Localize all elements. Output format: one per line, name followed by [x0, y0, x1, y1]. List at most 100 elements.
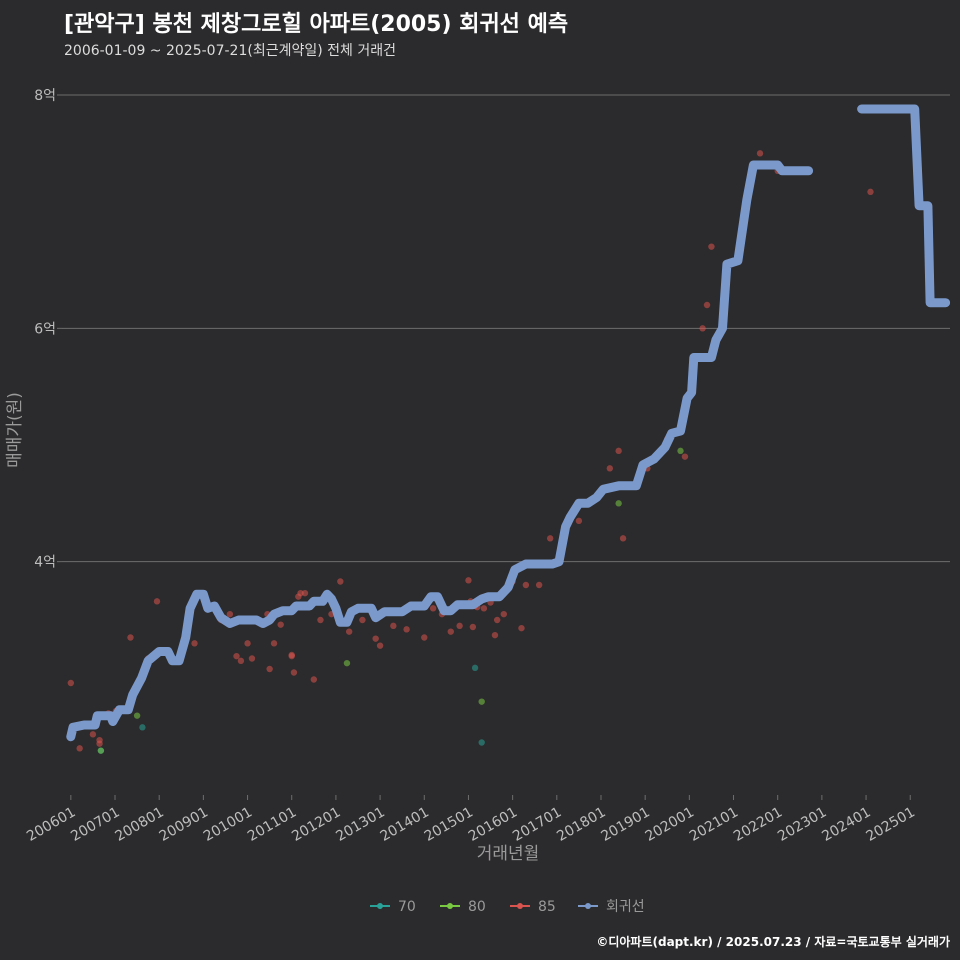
chart-title: [관악구] 봉천 제창그로힐 아파트(2005) 회귀선 예측: [64, 12, 569, 37]
data-point-85: [337, 578, 344, 585]
legend-swatch-dot: [585, 903, 591, 909]
data-point-80: [343, 659, 351, 667]
data-point-85: [153, 598, 161, 605]
data-point-85: [429, 605, 437, 612]
x-tick-label: 201901: [598, 804, 652, 845]
data-point-85: [456, 622, 463, 630]
data-point-85: [535, 581, 543, 589]
data-point-85: [67, 679, 75, 687]
y-tick-label: 4억: [34, 555, 56, 571]
source-caption: ©디아파트(dapt.kr) / 2025.07.23 / 자료=국토교통부 실…: [596, 935, 950, 949]
y-tick-label: 6억: [34, 321, 56, 337]
data-point-85: [867, 188, 874, 196]
data-point-85: [248, 655, 256, 662]
legend-swatch-dot: [517, 903, 523, 909]
data-point-80: [133, 712, 141, 719]
data-point-85: [127, 634, 134, 641]
regression-line-recent: [857, 104, 951, 308]
data-point-85: [522, 581, 530, 589]
data-point-85: [491, 631, 499, 639]
data-point-80: [615, 500, 622, 507]
x-tick-label: 200901: [157, 804, 211, 845]
data-point-70: [478, 739, 485, 746]
data-point-85: [546, 535, 554, 542]
x-axis-label: 거래년월: [477, 844, 540, 864]
x-tick-label: 201001: [201, 804, 255, 845]
data-point-85: [480, 605, 488, 612]
data-point-85: [191, 640, 198, 647]
legend-label: 회귀선: [606, 899, 645, 915]
legend-item: 80: [440, 899, 486, 915]
data-point-85: [270, 640, 278, 647]
legend-swatch-dot: [377, 903, 383, 909]
scatter-points: [67, 150, 874, 754]
data-point-85: [301, 589, 309, 597]
data-point-85: [226, 610, 234, 618]
x-tick-label: 200701: [68, 804, 122, 845]
data-point-85: [500, 610, 507, 618]
legend-label: 70: [398, 899, 416, 915]
data-point-80: [97, 747, 105, 754]
data-point-80: [478, 698, 485, 705]
legend-swatch-dot: [447, 903, 453, 909]
y-tick-label: 8억: [34, 88, 56, 104]
data-point-85: [372, 635, 379, 642]
legend-item: 회귀선: [578, 899, 645, 915]
data-point-85: [756, 150, 764, 157]
y-axis-ticks: 4억 6억 8억: [34, 88, 62, 571]
data-point-85: [89, 731, 97, 738]
data-point-85: [390, 622, 397, 630]
legend-label: 85: [538, 899, 556, 915]
x-tick-label: 200601: [24, 804, 78, 845]
data-point-85: [288, 651, 295, 659]
data-point-70: [471, 664, 479, 672]
data-point-85: [619, 535, 627, 542]
data-point-85: [345, 628, 353, 635]
x-tick-label: 202201: [731, 804, 785, 845]
data-point-85: [708, 243, 715, 250]
x-tick-label: 202101: [687, 804, 741, 845]
data-point-85: [376, 642, 384, 649]
data-point-85: [359, 616, 366, 624]
data-point-85: [96, 740, 103, 747]
x-tick-label: 202301: [775, 804, 829, 845]
data-point-85: [465, 577, 472, 584]
data-point-85: [518, 624, 525, 632]
regression-lines: [66, 104, 951, 742]
x-axis-ticks: 2006012007012008012009012010012011012012…: [24, 795, 918, 845]
data-point-85: [317, 616, 324, 624]
data-point-85: [699, 325, 706, 332]
x-tick-label: 201401: [378, 804, 432, 845]
x-tick-label: 201301: [333, 804, 387, 845]
data-point-85: [290, 669, 298, 676]
data-point-80: [677, 447, 684, 455]
data-point-85: [310, 676, 318, 683]
data-point-85: [575, 517, 583, 525]
y-axis-label: 매매가(원): [5, 392, 25, 468]
x-tick-label: 201201: [289, 804, 343, 845]
data-point-85: [277, 621, 284, 628]
data-point-85: [76, 745, 83, 752]
legend-item: 70: [370, 899, 416, 915]
data-point-85: [244, 640, 251, 647]
x-tick-label: 201501: [422, 804, 476, 845]
data-point-85: [606, 465, 614, 472]
data-point-85: [615, 447, 622, 455]
regression-line: [66, 160, 814, 742]
data-point-85: [237, 657, 245, 665]
data-point-85: [297, 589, 304, 597]
x-tick-label: 201101: [245, 804, 299, 845]
x-tick-label: 202501: [864, 804, 918, 845]
legend-item: 85: [510, 899, 556, 915]
x-tick-label: 202001: [643, 804, 697, 845]
x-tick-label: 201801: [554, 804, 608, 845]
data-point-85: [233, 652, 240, 660]
x-tick-label: 202401: [819, 804, 873, 845]
legend-label: 80: [468, 899, 486, 915]
x-tick-label: 201701: [510, 804, 564, 845]
data-point-85: [681, 453, 689, 460]
data-point-85: [493, 616, 501, 624]
x-tick-label: 201601: [466, 804, 520, 845]
data-point-85: [266, 665, 273, 673]
